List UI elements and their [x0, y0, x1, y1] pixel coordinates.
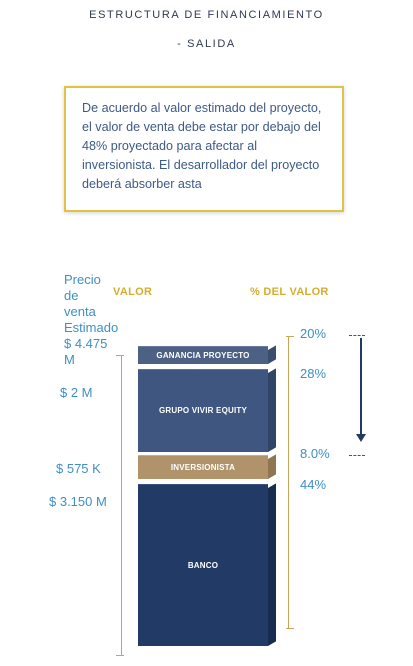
block-ganancia-label: GANANCIA PROYECTO	[156, 350, 250, 360]
block-inversionista: INVERSIONISTA	[138, 454, 276, 479]
precio-value-1: $ 4.475	[64, 336, 108, 351]
dashed-marker-top	[349, 335, 365, 336]
pct-banco: 44%	[300, 477, 327, 492]
valor-header: VALOR	[113, 286, 153, 298]
right-bracket-top-tick	[286, 336, 294, 337]
right-bracket-bottom-tick	[286, 628, 294, 629]
left-bracket-top-tick	[116, 355, 124, 356]
precio-label-4: Estimado	[64, 320, 119, 335]
dashed-marker-bottom	[349, 455, 365, 456]
banco-value: $ 3.150 M	[49, 494, 107, 509]
pct-header: % DEL VALOR	[250, 286, 329, 298]
pct-inversionista: 8.0%	[300, 446, 330, 461]
right-bracket	[288, 336, 289, 629]
page-title: ESTRUCTURA DE FINANCIAMIENTO	[89, 9, 324, 21]
left-bracket-bottom-tick	[116, 655, 124, 656]
info-callout: De acuerdo al valor estimado del proyect…	[64, 86, 344, 212]
precio-label-1: Precio	[64, 272, 101, 287]
pct-vivir: 28%	[300, 366, 327, 381]
info-callout-text: De acuerdo al valor estimado del proyect…	[82, 101, 322, 191]
inversionista-value: $ 575 K	[56, 461, 101, 476]
left-bracket	[121, 355, 122, 656]
precio-label-3: venta	[64, 304, 96, 319]
precio-value-2: M	[64, 352, 75, 367]
page-subtitle: - SALIDA	[177, 38, 236, 50]
pct-top: 20%	[300, 326, 327, 341]
block-vivir-label: GRUPO VIVIR EQUITY	[158, 406, 248, 415]
block-grupo-vivir: GRUPO VIVIR EQUITY	[138, 368, 276, 452]
vivir-value: $ 2 M	[60, 385, 93, 400]
arrow-down-icon	[356, 338, 366, 442]
block-banco-label: BANCO	[187, 560, 219, 570]
block-ganancia-proyecto: GANANCIA PROYECTO	[138, 345, 276, 364]
block-banco: BANCO	[138, 483, 276, 646]
block-inversionista-label: INVERSIONISTA	[170, 462, 236, 472]
precio-label-2: de	[64, 288, 79, 303]
